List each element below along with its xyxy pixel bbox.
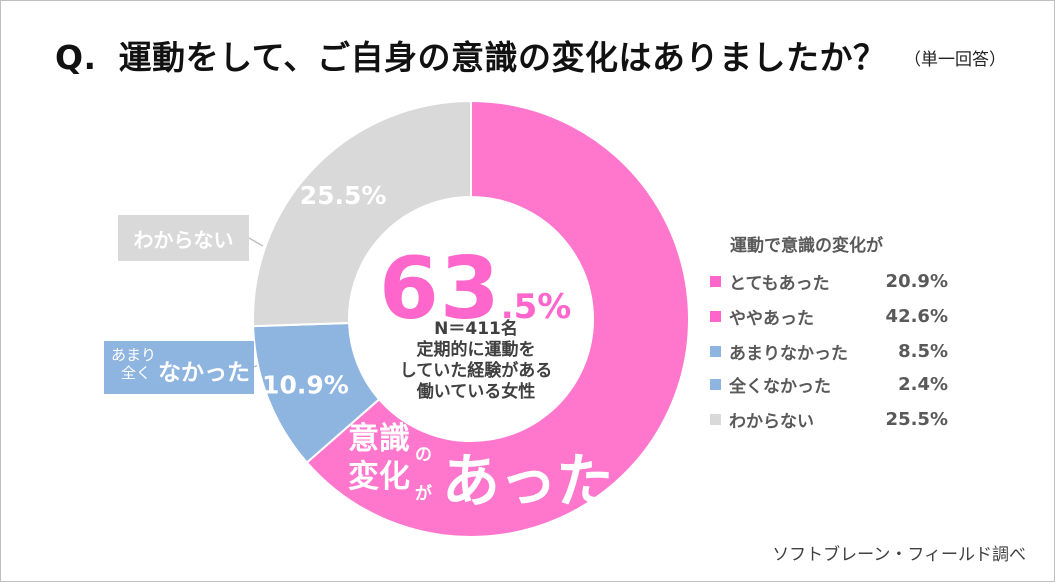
overlay-atta: あった [442, 447, 614, 515]
overlay-henka: 変化 [348, 459, 410, 495]
headline-percentage-dec: .5% [500, 287, 572, 327]
callout-mattaku: 全く [121, 364, 152, 382]
legend-item-wakaranai: わからない 25.5% [706, 407, 966, 432]
callout-nakatta: あまり 全く なかった [104, 341, 254, 394]
legend-label: ややあった [729, 308, 814, 329]
slice-value-label: 25.5% [300, 181, 387, 210]
donut-ring [252, 99, 690, 538]
legend-swatch [710, 275, 721, 287]
legend-item-mattaku: 全くなかった 2.4% [706, 372, 966, 397]
legend-value: 8.5% [898, 340, 948, 362]
overlay-ishiki: 意識 [348, 421, 410, 457]
donut-slice [252, 99, 472, 328]
headline-percentage: 63.5% [379, 239, 571, 339]
sample-description: N＝411名 定期的に運動を していた経験がある 働いている女性 [381, 319, 571, 403]
overlay-no: の [415, 445, 432, 465]
sample-line-2: していた経験がある [399, 361, 553, 381]
question-label: Q. [55, 38, 97, 77]
callout-connector-line [248, 237, 264, 247]
sample-line-1: 定期的に運動を [416, 340, 536, 360]
callout-nakatta-label: なかった [158, 360, 250, 386]
callout-amari: あまり [111, 346, 157, 364]
legend-item-amari: あまりなかった 8.5% [706, 339, 966, 364]
legend-swatch [710, 310, 721, 322]
legend-item-totemo: とてもあった 20.9% [706, 269, 966, 294]
legend-value: 25.5% [885, 408, 948, 430]
legend-label: 全くなかった [729, 376, 831, 397]
legend-value: 42.6% [885, 305, 948, 327]
legend-label: とてもあった [729, 273, 830, 294]
legend-swatch [710, 413, 721, 425]
legend-swatch [710, 345, 721, 357]
question-text: 運動をして、ご自身の意識の変化はありましたか？ [118, 38, 887, 77]
slice-value-labels: 10.9% 25.5% [262, 181, 386, 399]
legend-value: 20.9% [885, 270, 948, 292]
legend-swatch [710, 378, 721, 390]
source-credit: ソフトブレーン・フィールド調べ [772, 545, 1026, 565]
legend-title: 運動で意識の変化が [730, 236, 883, 256]
slice-value-label: 10.9% [262, 370, 349, 399]
legend-label: あまりなかった [729, 343, 848, 364]
headline-percentage-int: 63 [379, 239, 501, 339]
callout-wakaranai-label: わからない [133, 227, 234, 252]
legend-item-yaya: ややあった 42.6% [706, 304, 966, 329]
legend-value: 2.4% [898, 373, 948, 395]
overlay-ga: が [415, 484, 432, 504]
sample-line-3: 働いている女性 [416, 382, 536, 402]
legend-label: わからない [729, 411, 814, 432]
answer-type-note: （単一回答） [904, 50, 1006, 70]
donut-slice [305, 99, 690, 538]
callout-wakaranai: わからない [118, 215, 249, 261]
sample-size: N＝411名 [434, 319, 518, 339]
chart-title: Q. 運動をして、ご自身の意識の変化はありましたか？ [55, 31, 886, 79]
